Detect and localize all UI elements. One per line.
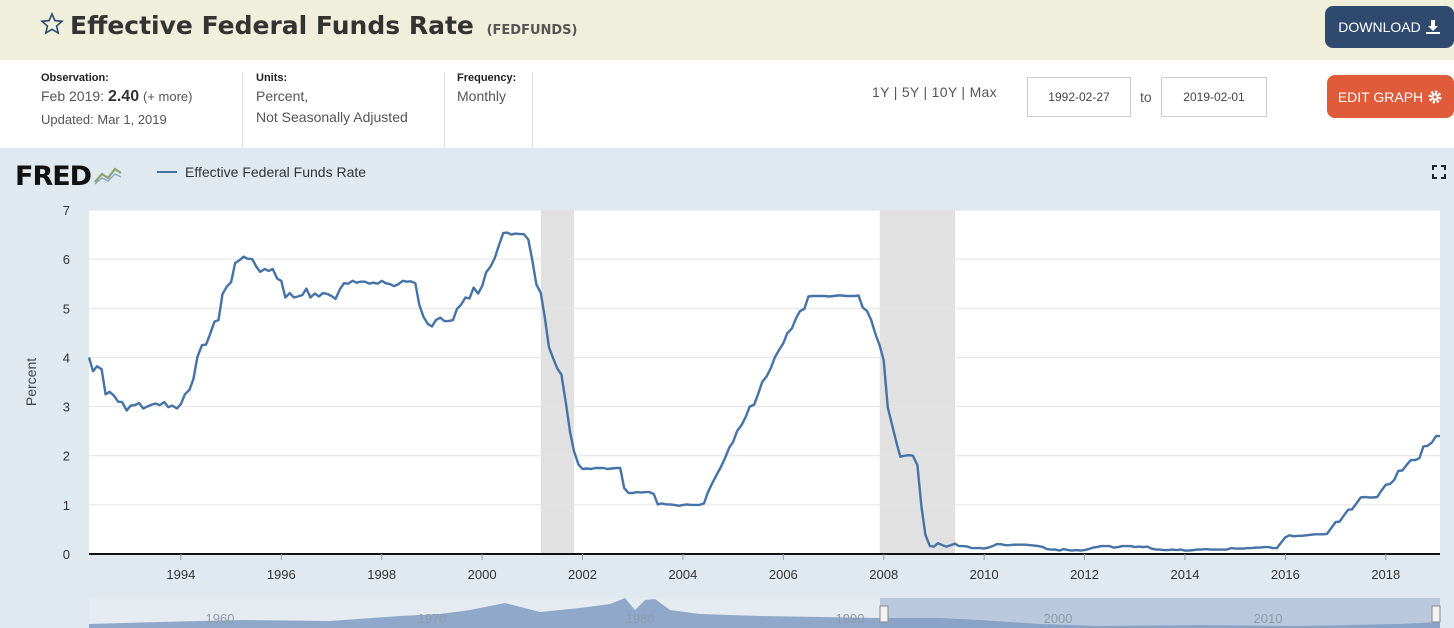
frequency-block: Frequency: Monthly (457, 72, 516, 107)
more-observations-link[interactable]: (+ more) (142, 89, 193, 104)
x-tick-label: 2008 (869, 567, 898, 582)
fred-logo-icon (93, 164, 124, 186)
recession-band (879, 210, 956, 554)
fred-logo[interactable]: FRED (15, 161, 124, 192)
y-tick-label: 2 (63, 449, 70, 464)
to-label: to (1140, 89, 1152, 105)
x-tick-label: 2014 (1171, 567, 1200, 582)
star-icon[interactable] (40, 12, 64, 36)
range-separator: | (923, 84, 928, 100)
series-id: (FEDFUNDS) (486, 23, 578, 38)
plot-background (89, 210, 1440, 554)
range-max[interactable]: Max (969, 84, 997, 100)
range-selector: 1Y | 5Y | 10Y | Max (872, 84, 997, 100)
units-line2: Not Seasonally Adjusted (256, 109, 408, 125)
title-bar (0, 0, 1454, 60)
navigator-tick-label: 1960 (206, 611, 235, 626)
range-10y[interactable]: 10Y (931, 84, 958, 100)
end-date-input[interactable] (1161, 77, 1267, 117)
x-tick-label: 2012 (1070, 567, 1099, 582)
y-tick-label: 4 (63, 350, 70, 365)
divider (242, 72, 243, 148)
navigator-tick-label: 1970 (418, 611, 447, 626)
download-button[interactable]: DOWNLOAD (1325, 6, 1454, 48)
y-tick-label: 7 (63, 203, 70, 218)
y-tick-label: 3 (63, 400, 70, 415)
y-tick-label: 1 (63, 498, 70, 513)
navigator-handle (879, 605, 889, 623)
navigator-tick-label: 2000 (1044, 611, 1073, 626)
fred-logo-text: FRED (15, 161, 92, 192)
series-line-fed-funds (87, 231, 1440, 552)
x-tick-label: 1994 (166, 567, 195, 582)
frequency-value: Monthly (457, 88, 507, 104)
units-block: Units: Percent, Not Seasonally Adjusted (256, 72, 408, 128)
navigator-tick-label: 1980 (626, 611, 655, 626)
fed-funds-chart: 0 1 2 3 4 5 6 7 Percent 1994 1996 1998 2000 2002 2004 2… (23, 203, 1441, 628)
download-label: DOWNLOAD (1338, 19, 1421, 35)
navigator-handle (1431, 605, 1441, 623)
y-tick-label: 0 (63, 547, 70, 562)
edit-graph-button[interactable]: EDIT GRAPH (1327, 75, 1454, 118)
x-tick-label: 2000 (468, 567, 497, 582)
legend-line-swatch (157, 171, 177, 173)
range-separator: | (961, 84, 966, 100)
x-tick-label: 2004 (668, 567, 697, 582)
download-icon (1425, 20, 1440, 34)
x-tick-label: 2002 (568, 567, 597, 582)
navigator-tick-label: 2010 (1254, 611, 1283, 626)
navigator-tick-label: 1990 (836, 611, 865, 626)
gear-icon (1428, 90, 1442, 103)
series-title: Effective Federal Funds Rate (70, 11, 474, 40)
edit-graph-label: EDIT GRAPH (1337, 88, 1424, 105)
y-tick-label: 6 (63, 252, 70, 267)
frequency-label: Frequency: (457, 72, 517, 84)
observation-block: Observation: Feb 2019: 2.40 (+ more) Upd… (41, 72, 192, 130)
chart-legend: Effective Federal Funds Rate (157, 164, 366, 180)
y-axis-label: Percent (23, 358, 39, 406)
x-tick-label: 1996 (267, 567, 296, 582)
observation-date: Feb 2019: (41, 88, 105, 104)
page-title: Effective Federal Funds Rate (FEDFUNDS) (70, 11, 577, 40)
navigator-series-area (89, 598, 1440, 628)
range-1y[interactable]: 1Y (872, 84, 890, 100)
observation-label: Observation: (41, 72, 109, 84)
divider (444, 72, 445, 148)
x-tick-label: 2006 (769, 567, 798, 582)
units-line1: Percent, (256, 88, 309, 104)
y-tick-label: 5 (63, 301, 70, 316)
recession-band (540, 210, 574, 554)
observation-value: 2.40 (107, 88, 140, 105)
updated-date: Updated: Mar 1, 2019 (41, 112, 167, 127)
divider (532, 72, 533, 148)
x-tick-label: 1998 (367, 567, 396, 582)
units-label: Units: (256, 72, 288, 84)
start-date-input[interactable] (1027, 77, 1131, 117)
x-tick-label: 2010 (970, 567, 999, 582)
range-5y[interactable]: 5Y (901, 84, 920, 100)
x-tick-label: 2018 (1371, 567, 1400, 582)
x-tick-label: 2016 (1271, 567, 1300, 582)
range-separator: | (893, 84, 898, 100)
fullscreen-icon[interactable] (1432, 165, 1446, 179)
legend-series-label: Effective Federal Funds Rate (185, 164, 367, 180)
